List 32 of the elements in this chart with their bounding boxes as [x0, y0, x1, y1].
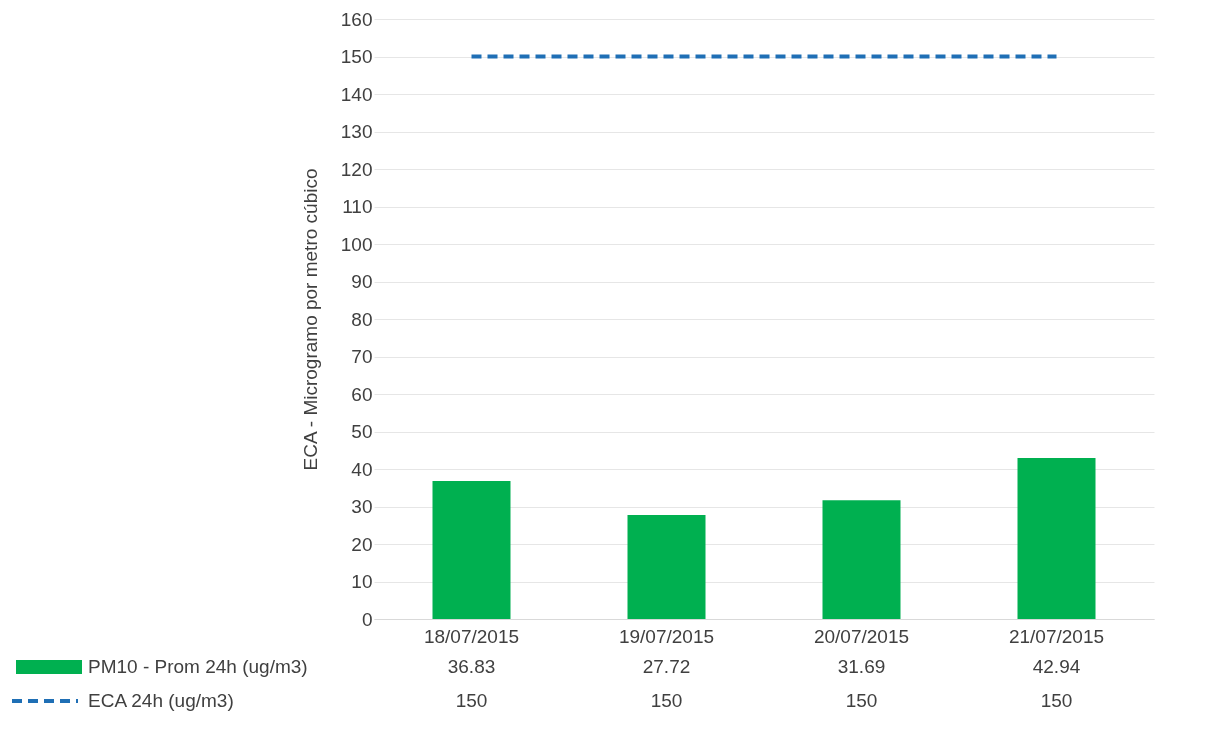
- y-tick-label: 100: [340, 233, 373, 255]
- y-tick-label: 160: [340, 8, 373, 30]
- x-tick-label: 19/07/2015: [618, 625, 715, 647]
- y-tick-label: 140: [340, 83, 373, 105]
- data-label: 42.94: [1032, 656, 1081, 677]
- y-tick-label: 150: [340, 46, 373, 67]
- x-tick-label: 20/07/2015: [813, 625, 910, 647]
- y-tick-label: 70: [351, 346, 373, 367]
- y-tick-label: 10: [351, 571, 373, 592]
- data-label: 150: [845, 690, 878, 711]
- y-tick-label: 40: [351, 458, 373, 480]
- data-label: 150: [455, 690, 488, 711]
- y-tick-label: 30: [351, 496, 373, 517]
- data-label: 36.83: [447, 656, 496, 677]
- y-axis-title: ECA - Microgramo por metro cúbico: [299, 168, 321, 471]
- data-label: 27.72: [642, 656, 691, 677]
- y-tick-label: 90: [351, 271, 373, 292]
- y-tick-label: 80: [351, 308, 373, 330]
- x-tick-label: 21/07/2015: [1008, 625, 1105, 647]
- data-label: 150: [1040, 690, 1073, 711]
- y-tick-label: 110: [342, 196, 373, 217]
- y-tick-label: 20: [351, 533, 373, 555]
- data-label: 31.69: [837, 656, 886, 677]
- y-tick-label: 120: [340, 158, 373, 180]
- legend-label: PM10 - Prom 24h (ug/m3): [88, 656, 308, 677]
- legend-label: ECA 24h (ug/m3): [88, 690, 234, 711]
- y-tick-label: 60: [351, 383, 373, 405]
- x-tick-label: 18/07/2015: [423, 625, 520, 647]
- y-tick-label: 50: [351, 421, 373, 442]
- data-label: 150: [650, 690, 683, 711]
- y-tick-label: 0: [361, 608, 373, 630]
- y-tick-label: 130: [340, 121, 373, 142]
